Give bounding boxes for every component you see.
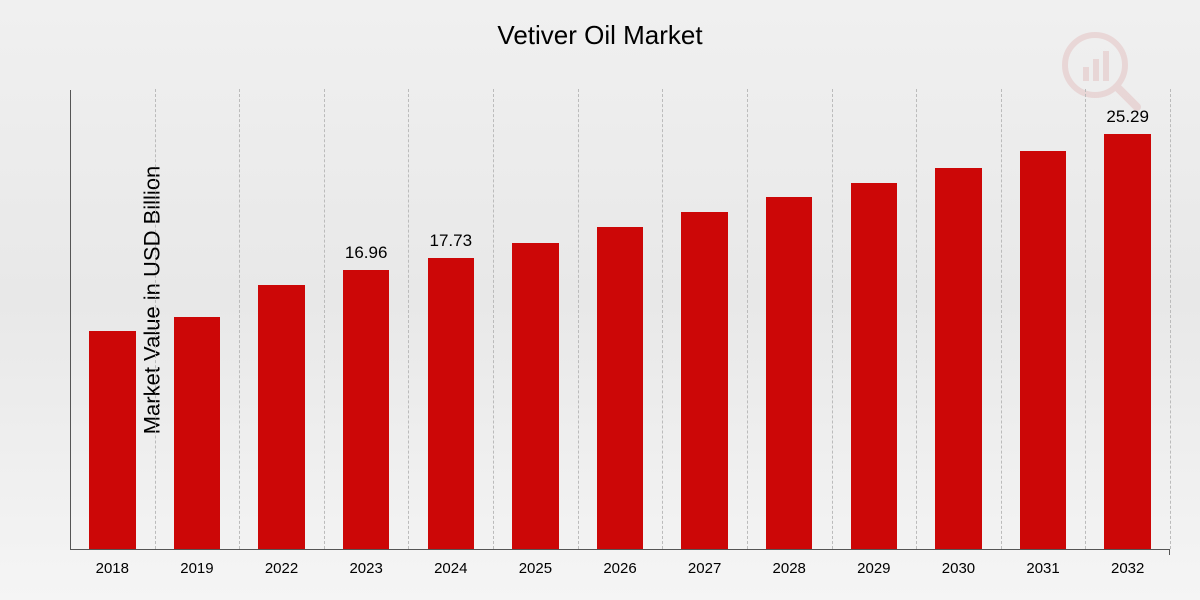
bar — [174, 317, 221, 549]
gridline — [324, 89, 325, 549]
x-tick-label: 2023 — [349, 560, 382, 577]
bar — [512, 243, 559, 549]
gridline — [747, 89, 748, 549]
gridline — [1170, 89, 1171, 549]
chart-title: Vetiver Oil Market — [0, 20, 1200, 51]
y-axis-line — [70, 90, 71, 550]
bar-value-label: 25.29 — [1106, 107, 1149, 127]
x-axis-end-tick — [1169, 550, 1170, 555]
bar — [343, 270, 390, 549]
gridline — [1085, 89, 1086, 549]
bar — [851, 183, 898, 549]
x-tick-label: 2022 — [265, 560, 298, 577]
gridline — [832, 89, 833, 549]
x-tick-label: 2029 — [857, 560, 890, 577]
x-tick-label: 2019 — [180, 560, 213, 577]
bar — [766, 197, 813, 549]
bar — [1020, 151, 1067, 549]
x-tick-label: 2026 — [603, 560, 636, 577]
x-tick-label: 2025 — [519, 560, 552, 577]
x-tick-label: 2030 — [942, 560, 975, 577]
x-axis-line — [70, 549, 1170, 550]
bar-value-label: 16.96 — [345, 243, 388, 263]
gridline — [155, 89, 156, 549]
bar — [258, 285, 305, 550]
bar — [681, 212, 728, 549]
x-tick-label: 2024 — [434, 560, 467, 577]
x-tick-label: 2018 — [96, 560, 129, 577]
plot-area: 201820192022202316.96202417.732025202620… — [70, 90, 1170, 550]
bar — [1104, 134, 1151, 549]
bar — [935, 168, 982, 549]
x-tick-label: 2028 — [773, 560, 806, 577]
bar — [428, 258, 475, 549]
x-tick-label: 2027 — [688, 560, 721, 577]
gridline — [916, 89, 917, 549]
gridline — [493, 89, 494, 549]
bar — [597, 227, 644, 549]
gridline — [239, 89, 240, 549]
gridline — [578, 89, 579, 549]
bar — [89, 331, 136, 550]
bar-value-label: 17.73 — [429, 231, 472, 251]
x-tick-label: 2032 — [1111, 560, 1144, 577]
x-tick-label: 2031 — [1026, 560, 1059, 577]
gridline — [408, 89, 409, 549]
gridline — [1001, 89, 1002, 549]
gridline — [662, 89, 663, 549]
